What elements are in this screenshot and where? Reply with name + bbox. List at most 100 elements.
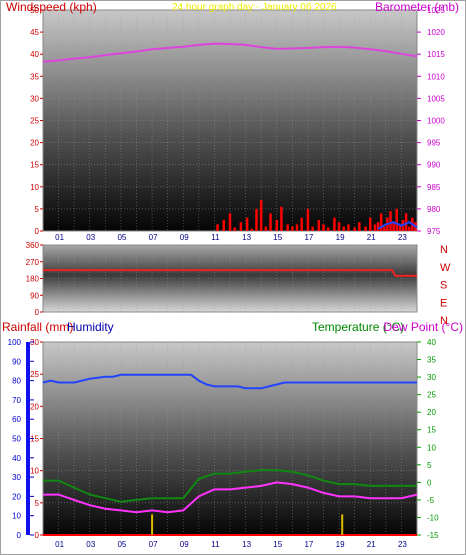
x-axis-tick-label: 07	[149, 233, 158, 242]
humidity-axis-tick-label: 90	[12, 357, 21, 366]
series-bar	[264, 226, 268, 231]
left-axis-tick-label: 50	[30, 6, 39, 15]
right-axis-tick-label: 995	[427, 139, 441, 148]
right-axis-tick-label: 1015	[427, 50, 445, 59]
series-bar	[383, 226, 386, 231]
series-bar	[322, 224, 325, 231]
left-axis-tick-label: 10	[30, 467, 39, 476]
left-axis-tick-label: 270	[26, 258, 40, 267]
x-axis-tick-label: 19	[336, 233, 345, 242]
x-axis-tick-label: 01	[55, 233, 64, 242]
series-line	[42, 42, 418, 63]
left-axis-tick-label: 180	[26, 275, 40, 284]
series-line	[42, 373, 417, 390]
series-bar	[280, 206, 283, 231]
humidity-axis-tick-label: 0	[17, 531, 22, 540]
series-bar	[392, 222, 395, 231]
left-axis-tick-label: 30	[30, 94, 39, 103]
humidity-axis-tick-label: 50	[12, 435, 21, 444]
series-bar	[353, 227, 356, 231]
left-axis-tick-label: 0	[35, 531, 40, 540]
left-axis-tick-label: 5	[35, 499, 40, 508]
humidity-axis-bar	[26, 342, 30, 535]
right-axis-tick-label: W	[440, 262, 451, 274]
series-line	[43, 269, 417, 277]
series-bar	[395, 208, 398, 231]
right-axis-tick-label: 1000	[427, 117, 445, 126]
right-axis-tick-label: 975	[427, 227, 441, 236]
series-bar	[295, 224, 299, 231]
series-bar	[376, 222, 380, 231]
left-axis-tick-label: 20	[30, 139, 39, 148]
left-axis-tick-label: 90	[30, 291, 39, 300]
left-axis-tick-label: 15	[30, 161, 39, 170]
humidity-axis-tick-label: 80	[12, 377, 21, 386]
series-bar	[286, 224, 289, 231]
series-line	[43, 469, 417, 503]
x-axis-tick-label: 15	[273, 233, 282, 242]
right-axis-tick-label: 10	[427, 443, 436, 452]
x-axis-tick-label: 21	[367, 233, 376, 242]
right-axis-tick-label: 0	[427, 478, 432, 487]
humidity-axis-tick-label: 20	[12, 492, 21, 501]
x-axis-tick-label: 01	[55, 540, 64, 549]
x-axis-tick-label: 13	[242, 233, 251, 242]
right-axis-tick-label: -15	[427, 531, 439, 540]
right-axis-tick-label: 990	[427, 161, 441, 170]
right-axis-tick-label: 30	[427, 373, 436, 382]
x-axis-tick-label: 05	[117, 540, 126, 549]
series-bar	[341, 514, 344, 535]
right-axis-tick-label: 25	[427, 391, 436, 400]
series-bar	[333, 217, 336, 231]
right-axis-tick-label: 15	[427, 426, 436, 435]
series-bar	[317, 219, 321, 231]
right-axis-tick-label: 1010	[427, 72, 445, 81]
series-bar	[326, 227, 330, 231]
right-axis-tick-label: N	[440, 244, 448, 256]
series-bar	[222, 219, 226, 231]
x-axis-tick-label: 03	[86, 540, 95, 549]
series-bar	[337, 222, 341, 231]
series-bar	[255, 208, 258, 231]
x-axis-tick-label: 09	[180, 540, 189, 549]
bottom-rain-axis-label: Rainfall (mm)	[2, 320, 73, 334]
left-axis-tick-label: 15	[30, 435, 39, 444]
left-axis-tick-label: 30	[30, 338, 39, 347]
humidity-axis-tick-label: 70	[12, 396, 21, 405]
left-axis-tick-label: 0	[35, 227, 40, 236]
right-axis-tick-label: N	[440, 315, 448, 327]
x-axis-tick-label: 15	[273, 540, 282, 549]
series-bar	[151, 514, 154, 535]
left-axis-tick-label: 35	[30, 72, 39, 81]
series-bar	[228, 213, 232, 231]
x-axis-tick-label: 05	[117, 233, 126, 242]
humidity-axis-tick-label: 10	[12, 512, 21, 521]
series-bar	[259, 200, 263, 231]
x-axis-tick-label: 19	[336, 540, 345, 549]
series-bar	[373, 224, 377, 231]
series-bar	[311, 226, 314, 231]
right-axis-tick-label: 35	[427, 356, 436, 365]
series-bar	[379, 213, 383, 231]
right-axis-tick-label: S	[440, 280, 447, 292]
bottom-temperature-axis-label: Temperature (°C)	[312, 320, 404, 334]
x-axis-tick-label: 23	[398, 233, 407, 242]
series-bar	[407, 226, 411, 231]
series-bar	[216, 224, 219, 231]
x-axis-tick-label: 07	[149, 540, 158, 549]
x-axis-tick-label: 11	[211, 233, 220, 242]
series-bar	[369, 217, 372, 231]
humidity-axis-tick-label: 100	[8, 338, 22, 347]
series-line	[377, 221, 418, 230]
series-bar	[306, 208, 310, 231]
series-bar	[358, 222, 361, 231]
series-line	[43, 481, 418, 514]
series-bar	[347, 224, 350, 231]
series-bar	[233, 227, 236, 231]
x-axis-tick-label: 11	[211, 540, 220, 549]
x-axis-tick-label: 09	[180, 233, 189, 242]
right-axis-tick-label: 1005	[427, 94, 445, 103]
series-bar	[269, 213, 272, 231]
x-axis-tick-label: 21	[367, 540, 376, 549]
left-axis-tick-label: 10	[30, 183, 39, 192]
